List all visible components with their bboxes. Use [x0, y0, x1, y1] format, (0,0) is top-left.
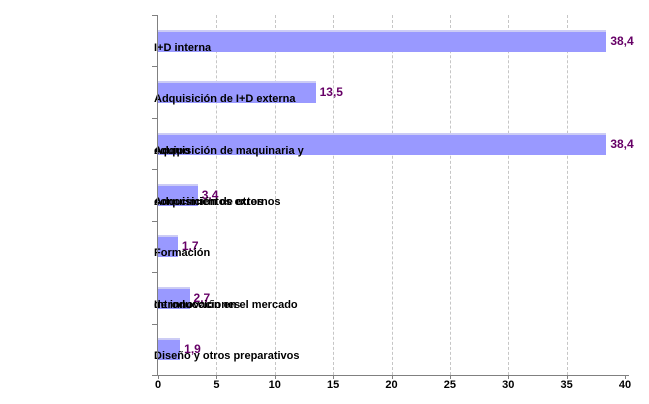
x-tick-label: 5 [213, 379, 220, 391]
plot-area: 38,4 13,5 38,4 3,4 1,7 2,7 1,9 [158, 15, 634, 375]
x-axis-tick [274, 375, 276, 379]
category-label: Diseño y otros preparativos [154, 350, 300, 363]
value-label: 13,5 [319, 85, 343, 100]
gridline [274, 15, 276, 375]
x-tick-label: 25 [443, 379, 456, 391]
bar [158, 184, 198, 206]
gridline [216, 15, 218, 375]
x-tick-label: 15 [327, 379, 340, 391]
x-tick-label: 10 [268, 379, 281, 391]
x-axis-tick [449, 375, 451, 379]
x-axis-tick [216, 375, 218, 379]
y-axis-tick [152, 15, 157, 16]
y-axis-tick [152, 324, 157, 325]
value-label: 38,4 [610, 33, 634, 48]
value-label: 2,7 [193, 290, 211, 305]
value-label: 38,4 [610, 136, 634, 151]
bar [158, 338, 181, 361]
bar [158, 286, 190, 309]
y-axis-tick [152, 375, 157, 376]
category-label: Introducción en el mercado de innovacione… [154, 298, 298, 311]
x-axis-line [157, 375, 629, 376]
category-label: Adquisición de otros conocimientos extern… [154, 195, 281, 208]
value-label: 1,9 [184, 342, 201, 357]
x-axis-tick [333, 375, 335, 379]
gridline [333, 15, 335, 375]
x-tick-label: 0 [154, 379, 162, 391]
gridline [449, 15, 451, 375]
x-tick-label: 20 [385, 379, 398, 391]
gridline [391, 15, 393, 375]
value-label: 1,7 [181, 239, 199, 254]
x-axis-tick [508, 375, 510, 379]
x-axis-tick [566, 375, 568, 379]
x-axis-tick [391, 375, 393, 379]
category-label: Adquisición de I+D externa [154, 93, 296, 106]
y-axis-tick [152, 118, 157, 119]
value-label: 3,4 [201, 188, 219, 202]
y-axis-tick [152, 272, 157, 273]
category-label: Adquisición de maquinaria y equipo [154, 144, 304, 157]
y-axis-line [157, 15, 158, 375]
x-axis-tick [158, 375, 159, 379]
gridline [566, 15, 568, 375]
bar [158, 132, 607, 155]
bar [158, 29, 607, 52]
y-axis-tick [152, 169, 157, 170]
x-tick-label: 40 [618, 379, 632, 391]
x-tick-label: 35 [560, 379, 573, 391]
x-axis-tick [625, 375, 626, 379]
gridline [508, 15, 510, 375]
category-label: Formación [154, 247, 211, 260]
bar [158, 81, 316, 104]
x-tick-label: 30 [502, 379, 515, 391]
y-axis-tick [152, 66, 157, 67]
y-axis-tick [152, 221, 157, 222]
bar [158, 235, 178, 258]
category-label: I+D interna [154, 41, 212, 54]
